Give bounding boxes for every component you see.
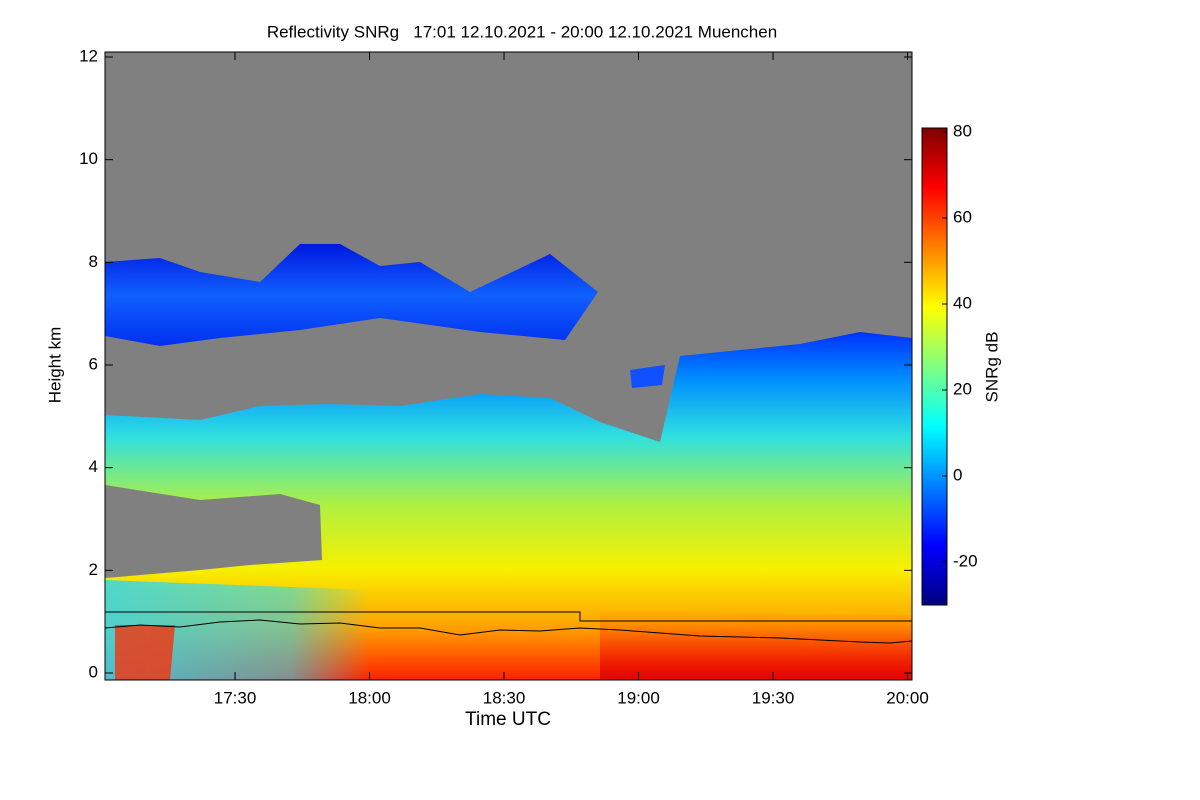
heatmap-field — [105, 52, 912, 680]
colorbar-tick-label: 80 — [953, 121, 972, 140]
y-tick-label: 4 — [89, 457, 98, 476]
x-tick-label: 18:00 — [348, 688, 391, 707]
y-tick-label: 8 — [89, 252, 98, 271]
y-axis-label: Height km — [45, 327, 64, 404]
y-tick-label: 10 — [79, 149, 98, 168]
colorbar-tick-label: 60 — [953, 207, 972, 226]
x-tick-label: 20:00 — [886, 688, 929, 707]
colorbar-label: SNRg dB — [982, 332, 1001, 403]
strong-echo — [115, 625, 175, 680]
colorbar-tick-label: 40 — [953, 293, 972, 312]
y-tick-label: 2 — [89, 560, 98, 579]
x-tick-label: 19:30 — [752, 688, 795, 707]
y-tick-label: 0 — [89, 662, 98, 681]
x-tick-label: 18:30 — [483, 688, 526, 707]
x-tick-label: 19:00 — [617, 688, 660, 707]
colorbar-tick-label: 0 — [953, 465, 962, 484]
boundary-layer-line — [105, 619, 912, 644]
x-tick-label: 17:30 — [214, 688, 257, 707]
x-axis-label: Time UTC — [465, 709, 551, 730]
colorbar-tick-label: -20 — [953, 551, 978, 570]
upper-cloud — [105, 244, 598, 346]
cloud-fragment — [630, 365, 665, 388]
y-tick-label: 12 — [79, 46, 98, 65]
colorbar-tick-label: 20 — [953, 379, 972, 398]
no-signal-gap — [105, 485, 322, 578]
plot-frame — [104, 51, 913, 681]
strong-echo — [600, 610, 912, 680]
colorbar — [921, 127, 948, 606]
layer-height-line — [105, 611, 912, 622]
chart-title: Reflectivity SNRg 17:01 12.10.2021 - 20:… — [267, 22, 777, 41]
y-tick-label: 6 — [89, 354, 98, 373]
